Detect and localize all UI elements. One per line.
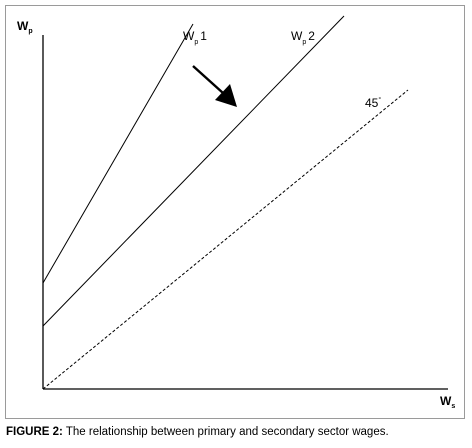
shift-arrow-shaft <box>192 65 224 94</box>
wp1-label-sub: p <box>194 39 198 46</box>
x-axis-label-main: W <box>440 394 452 408</box>
wage-diagram: Wp Ws Wp 1 Wp 2 45° <box>17 15 455 410</box>
figure-caption-text: The relationship between primary and sec… <box>62 426 389 438</box>
wp1-label-suffix: 1 <box>200 29 207 43</box>
wp2-label: Wp 2 <box>291 29 315 46</box>
wp2-label-sub: p <box>302 39 306 46</box>
figure-frame <box>5 5 465 419</box>
y-axis-label-main: W <box>17 19 29 33</box>
wp1-label-main: W <box>183 29 195 43</box>
reference-45-label: 45° <box>365 96 381 110</box>
y-axis-label-sub: p <box>28 28 32 35</box>
wp2-label-suffix: 2 <box>308 29 315 43</box>
x-axis-label-sub: s <box>451 403 455 410</box>
figure-caption: FIGURE 2: The relationship between prima… <box>6 426 389 438</box>
wp2-label-main: W <box>291 29 303 43</box>
reference-45-value: 45 <box>365 96 379 110</box>
wp1-label: Wp 1 <box>183 29 207 46</box>
wp2-line <box>42 15 345 327</box>
figure-number: FIGURE 2: <box>6 426 63 438</box>
x-axis-label: Ws <box>440 394 455 410</box>
y-axis-label: Wp <box>17 19 33 35</box>
reference-45-line <box>42 89 409 390</box>
reference-45-degree: ° <box>378 96 381 104</box>
shift-arrow-head <box>215 84 237 107</box>
wp1-line <box>42 23 194 284</box>
